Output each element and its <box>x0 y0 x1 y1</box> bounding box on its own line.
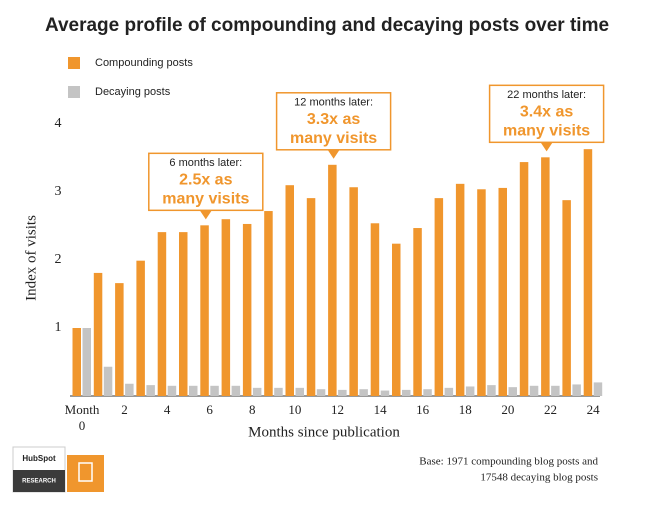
x-tick-label: 8 <box>249 402 256 417</box>
bar <box>402 389 411 396</box>
callout-pointer <box>540 142 553 152</box>
bar <box>508 387 517 396</box>
x-axis-label: Months since publication <box>248 424 400 440</box>
callout-big: many visits <box>503 123 590 140</box>
bar <box>179 232 188 396</box>
bar <box>487 385 496 396</box>
logo-text: HubSpot <box>22 454 56 463</box>
bar <box>295 387 304 396</box>
callout-small: 22 months later: <box>507 89 586 101</box>
legend-swatch <box>68 57 80 69</box>
bar <box>221 219 231 396</box>
bar <box>72 328 81 396</box>
y-tick-label: 1 <box>55 320 62 335</box>
bar <box>264 211 273 396</box>
y-tick-label: 4 <box>55 116 62 131</box>
bar <box>103 366 113 396</box>
callout-small: 12 months later: <box>294 97 373 109</box>
legend-swatch <box>68 86 80 98</box>
bar <box>413 228 422 396</box>
bar <box>498 187 507 396</box>
callout-pointer <box>327 149 340 159</box>
bar <box>529 385 539 396</box>
bar <box>338 389 347 396</box>
bar <box>541 157 550 396</box>
bar <box>115 283 124 396</box>
logo-icon-glyph <box>78 462 93 482</box>
callout-small: 6 months later: <box>169 157 242 169</box>
x-tick-label: 24 <box>587 402 601 417</box>
bar <box>572 384 581 396</box>
bar <box>444 387 454 396</box>
bar <box>519 162 529 396</box>
x-tick-label: 2 <box>121 402 128 417</box>
bar <box>583 149 593 396</box>
bar <box>157 232 167 396</box>
bar <box>465 386 475 396</box>
y-axis-label: Index of visits <box>23 215 39 301</box>
callout-box <box>275 92 392 151</box>
x-tick-label: 6 <box>206 402 213 417</box>
bar <box>93 272 103 396</box>
bar <box>252 387 262 396</box>
x-tick-label: 18 <box>459 402 472 417</box>
bar <box>316 389 326 396</box>
footer-logo: HubSpot RESEARCH <box>12 446 104 493</box>
callout-big: many visits <box>290 130 377 147</box>
bar <box>562 200 571 396</box>
bar <box>349 187 358 396</box>
bar <box>125 383 134 396</box>
bar <box>392 243 401 396</box>
x-start-label: Month <box>65 402 100 417</box>
bar <box>455 183 465 396</box>
callout-big: many visits <box>162 191 249 208</box>
x-tick-label: 20 <box>501 402 514 417</box>
bar <box>370 223 380 396</box>
bar <box>167 385 177 396</box>
callout-big: 3.4x as <box>520 104 573 121</box>
bar <box>146 385 155 396</box>
bar <box>551 385 560 396</box>
bar <box>200 225 209 396</box>
bar <box>593 382 603 396</box>
callout-big: 2.5x as <box>179 172 232 189</box>
x-tick-label: 10 <box>288 402 301 417</box>
bar <box>477 189 486 396</box>
bar <box>189 385 198 396</box>
x-tick-label: 12 <box>331 402 344 417</box>
footer-note: 17548 decaying blog posts <box>480 472 598 484</box>
bar <box>210 385 219 396</box>
bar <box>136 260 145 396</box>
callout-pointer <box>199 210 212 220</box>
x-tick-label: 4 <box>164 402 171 417</box>
callout-big: 3.3x as <box>307 111 360 128</box>
logo-icon <box>67 455 104 492</box>
callout-box <box>488 84 605 144</box>
bar <box>285 185 294 396</box>
bar <box>423 389 432 396</box>
bar <box>82 328 91 396</box>
x-tick-label: 14 <box>374 402 388 417</box>
y-tick-label: 3 <box>55 184 62 199</box>
bar <box>242 223 252 396</box>
x-tick-label: 22 <box>544 402 557 417</box>
x-tick-label: 16 <box>416 402 430 417</box>
logo-sub: RESEARCH <box>22 479 56 485</box>
logo-band <box>13 470 65 492</box>
bar <box>434 198 444 396</box>
legend-label: Compounding posts <box>95 57 193 69</box>
footer-note: Base: 1971 compounding blog posts and <box>419 456 598 468</box>
chart-title: Average profile of compounding and decay… <box>45 15 609 36</box>
bar <box>328 164 337 396</box>
bar <box>359 389 368 396</box>
bar <box>380 390 390 396</box>
legend-label: Decaying posts <box>95 86 171 98</box>
x-tick-label: 0 <box>79 418 86 433</box>
bar <box>274 387 283 396</box>
bar <box>306 198 316 396</box>
y-tick-label: 2 <box>55 252 62 267</box>
bar <box>231 385 241 396</box>
